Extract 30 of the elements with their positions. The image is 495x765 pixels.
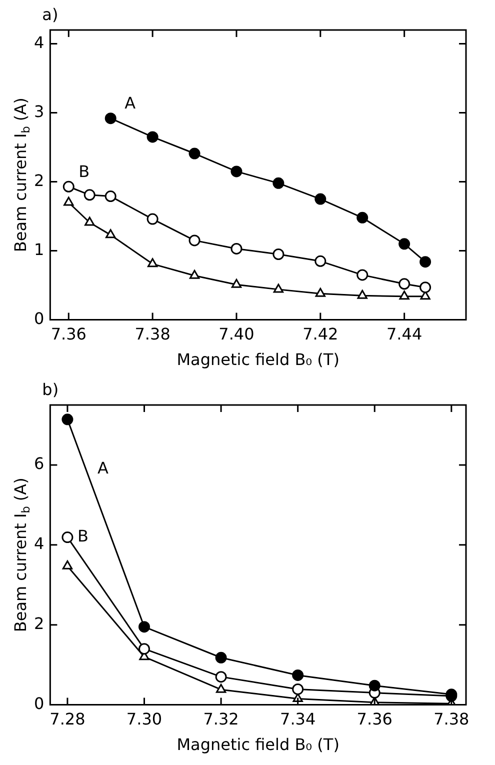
y-tick-label: 1 <box>34 240 44 259</box>
series-label: A <box>97 458 108 478</box>
chart-title: a) <box>42 5 58 24</box>
x-tick-label: 7.36 <box>50 324 86 344</box>
x-axis-title: Magnetic field B₀ (T) <box>176 735 340 754</box>
x-tick-label: 7.30 <box>126 710 162 729</box>
x-tick-label: 7.44 <box>386 324 422 344</box>
y-tick-label: 2 <box>34 614 44 634</box>
y-tick-label: 4 <box>34 534 44 554</box>
y-tick-label: 6 <box>34 454 44 474</box>
x-tick-label: 7.38 <box>434 710 470 729</box>
y-tick-label: 0 <box>34 308 44 328</box>
x-tick-label: 7.28 <box>50 710 86 729</box>
x-tick-label: 7.40 <box>218 324 254 344</box>
series-label: B <box>77 526 88 546</box>
x-tick-label: 7.38 <box>134 324 170 344</box>
x-tick-label: 7.34 <box>280 710 316 729</box>
y-axis-title: Beam current Ib (A) <box>11 478 33 632</box>
y-axis-title: Beam current Ib (A) <box>11 98 33 252</box>
y-tick-label: 3 <box>34 102 44 121</box>
series-label: A <box>124 93 136 112</box>
x-tick-label: 7.32 <box>203 710 239 729</box>
series-label: B <box>78 162 90 181</box>
y-tick-label: 4 <box>34 32 44 52</box>
x-tick-label: 7.36 <box>356 710 392 729</box>
y-tick-label: 0 <box>34 694 44 713</box>
chart-title: b) <box>42 380 59 400</box>
x-tick-label: 7.42 <box>302 324 338 344</box>
x-axis-title: Magnetic field B₀ (T) <box>176 350 340 370</box>
y-tick-label: 2 <box>34 170 44 190</box>
